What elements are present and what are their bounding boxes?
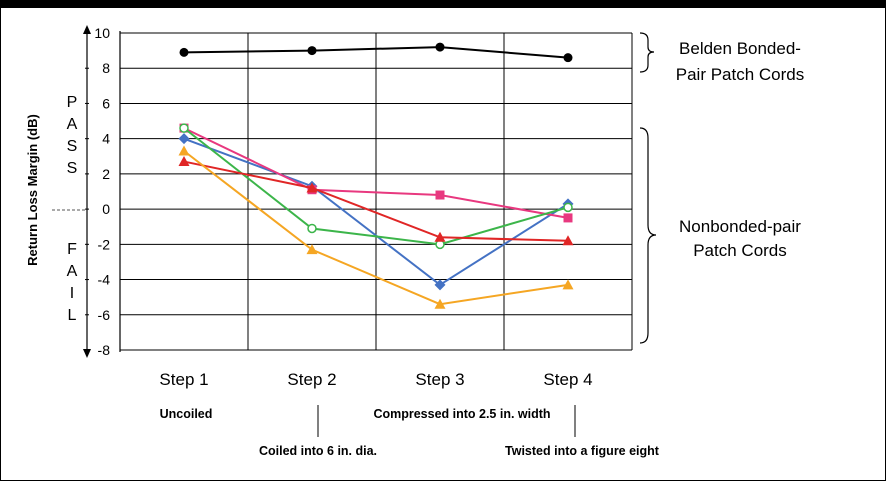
data-point bbox=[178, 156, 190, 167]
data-point bbox=[307, 46, 317, 56]
series-line bbox=[183, 150, 569, 306]
data-point bbox=[434, 298, 446, 309]
y-tick-label: -6 bbox=[98, 307, 111, 323]
data-point bbox=[307, 223, 317, 234]
data-point bbox=[179, 47, 189, 57]
y-tick-label: -2 bbox=[98, 236, 111, 252]
series-group bbox=[178, 42, 574, 309]
pass-letter: S bbox=[67, 160, 78, 177]
data-point bbox=[563, 213, 573, 223]
y-tick-label: 6 bbox=[102, 95, 110, 111]
series-line bbox=[183, 127, 569, 219]
fail-letter: L bbox=[68, 307, 77, 324]
data-point bbox=[563, 202, 573, 213]
y-tick-label: 8 bbox=[102, 60, 110, 76]
x-tick-label: Step 4 bbox=[543, 370, 592, 389]
data-point bbox=[178, 145, 190, 156]
step1-description: Uncoiled bbox=[160, 407, 213, 421]
y-tick-label: 0 bbox=[102, 201, 110, 217]
pass-letter: A bbox=[67, 116, 78, 133]
data-point bbox=[434, 231, 446, 242]
data-point bbox=[562, 235, 574, 246]
data-point bbox=[562, 279, 574, 290]
arrow-down-head bbox=[83, 349, 91, 358]
data-point bbox=[435, 42, 445, 52]
bonded-brace bbox=[639, 32, 655, 73]
x-tick-label: Step 3 bbox=[415, 370, 464, 389]
fail-letter: I bbox=[70, 285, 74, 302]
y-tick-label: 2 bbox=[102, 166, 110, 182]
y-tick-label: 10 bbox=[94, 25, 110, 41]
fail-letter: F bbox=[67, 241, 77, 258]
step3-description: Compressed into 2.5 in. width bbox=[373, 407, 550, 421]
arrow-up-head bbox=[83, 25, 91, 34]
data-point bbox=[306, 182, 318, 193]
nonbonded-label-line2: Patch Cords bbox=[693, 241, 787, 260]
series-line bbox=[183, 160, 569, 242]
x-tick-labels: Step 1 Step 2 Step 3 Step 4 bbox=[159, 370, 592, 389]
data-point bbox=[178, 133, 190, 145]
y-axis-label: Return Loss Margin (dB) bbox=[25, 114, 40, 266]
y-tick-label: -4 bbox=[98, 272, 111, 288]
x-tick-label: Step 1 bbox=[159, 370, 208, 389]
series-line bbox=[183, 127, 569, 246]
fail-letter: A bbox=[67, 263, 78, 280]
pass-letter: P bbox=[67, 94, 78, 111]
bonded-label-line1: Belden Bonded- bbox=[679, 39, 801, 58]
step4-description: Twisted into a figure eight bbox=[505, 444, 660, 458]
pass-letter: S bbox=[67, 138, 78, 155]
series-line bbox=[183, 46, 569, 59]
nonbonded-brace bbox=[639, 127, 657, 344]
axes bbox=[83, 25, 121, 358]
y-tick-labels: 10 8 6 4 2 0 -2 -4 -6 -8 bbox=[94, 25, 110, 358]
data-point bbox=[434, 279, 446, 291]
data-point bbox=[179, 123, 189, 133]
y-tick-label: -8 bbox=[98, 342, 111, 358]
data-point bbox=[435, 190, 445, 200]
data-point bbox=[306, 244, 318, 255]
x-tick-label: Step 2 bbox=[287, 370, 336, 389]
bonded-label-line2: Pair Patch Cords bbox=[676, 65, 805, 84]
nonbonded-label-line1: Nonbonded-pair bbox=[679, 217, 801, 236]
step2-description: Coiled into 6 in. dia. bbox=[259, 444, 377, 458]
data-point bbox=[563, 53, 573, 63]
y-tick-label: 4 bbox=[102, 131, 110, 147]
